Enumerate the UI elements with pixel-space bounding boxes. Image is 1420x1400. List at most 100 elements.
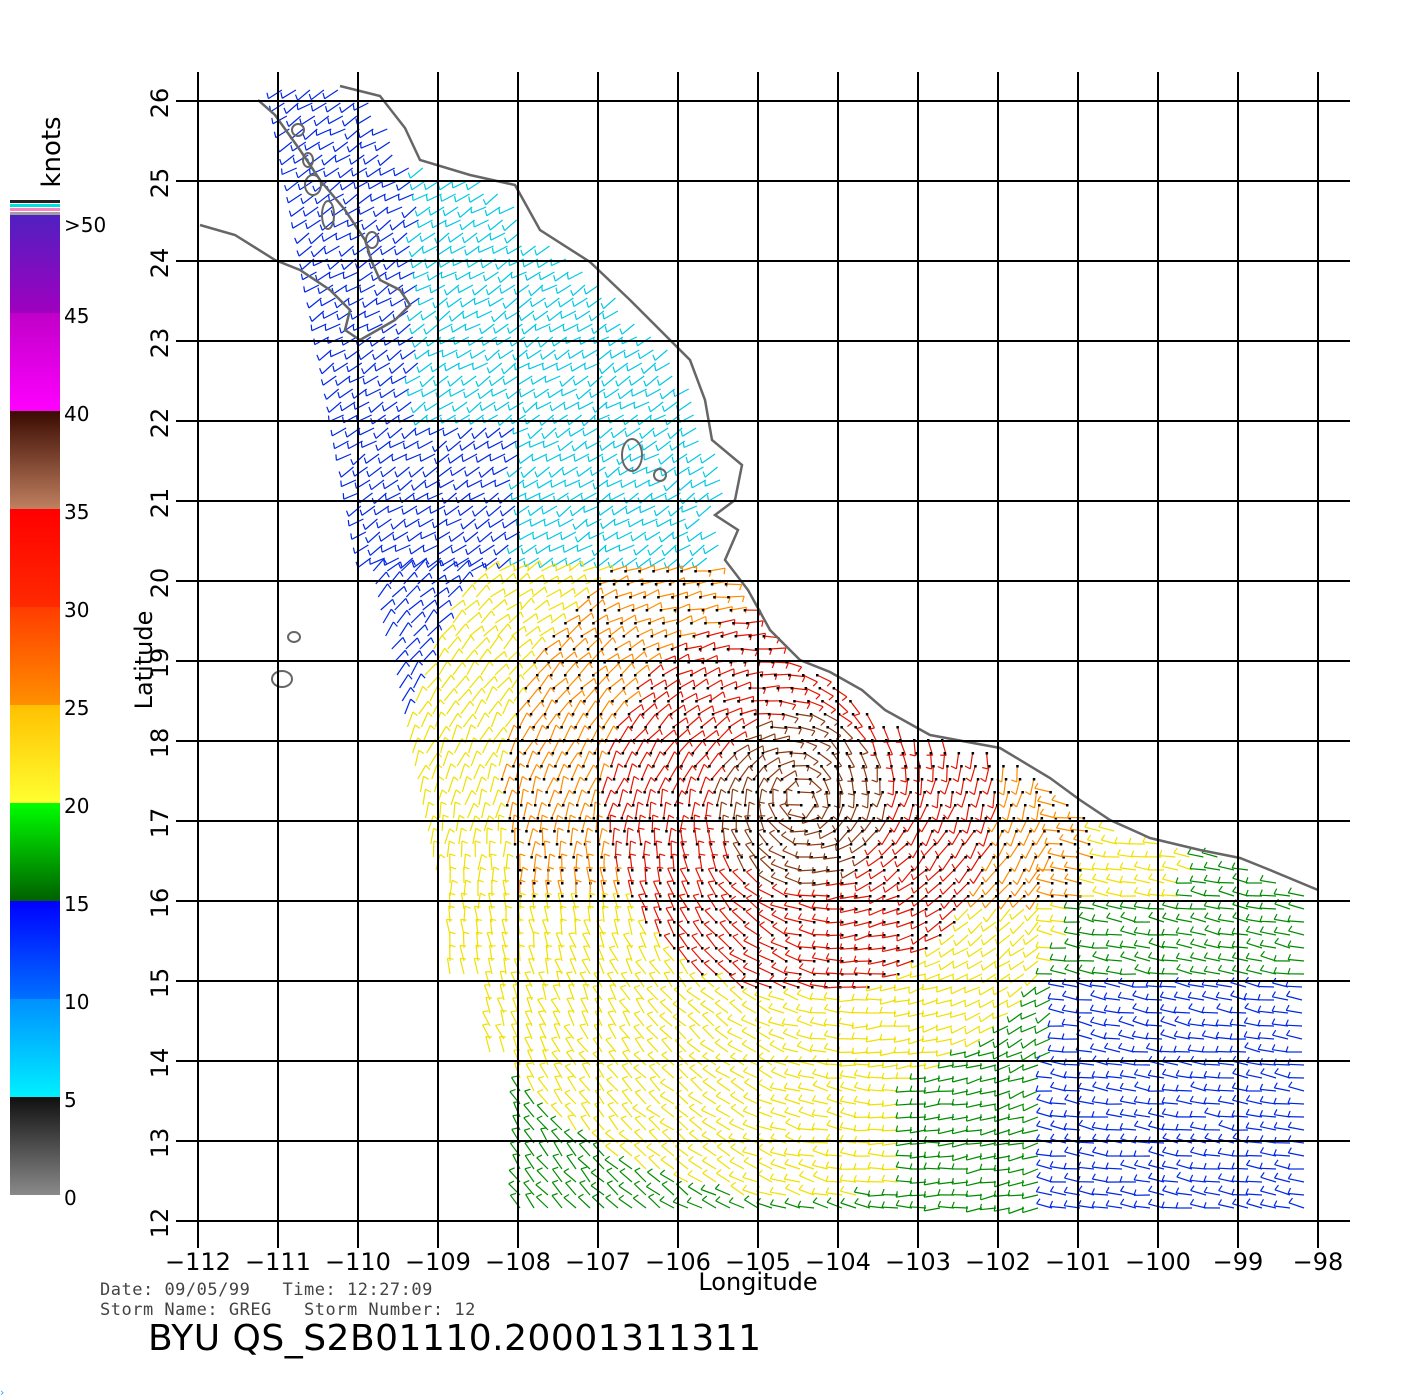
wind-barb-feather [588, 599, 592, 606]
wind-barb [700, 592, 716, 598]
wind-barb-feather [910, 865, 915, 871]
wind-barb [495, 802, 502, 819]
wind-barb-feather [763, 766, 768, 772]
wind-barb [563, 725, 572, 741]
rain-flag-dot [954, 804, 957, 807]
wind-barb-feather [451, 181, 454, 188]
rain-flag-dot [987, 830, 990, 833]
wind-barb [363, 219, 377, 231]
wind-barb [926, 947, 941, 958]
wind-barb-feather [826, 746, 832, 752]
wind-barb-feather [341, 120, 346, 127]
wind-barb [728, 595, 745, 598]
wind-barb [1120, 906, 1137, 910]
wind-barb [641, 906, 647, 923]
rain-flag-dot [709, 700, 712, 703]
wind-barb [348, 297, 364, 306]
wind-barb-feather [1232, 886, 1237, 892]
wind-barb-feather [404, 650, 409, 656]
wind-barb [745, 897, 759, 910]
rain-flag-dot [791, 830, 794, 833]
wind-barb-feather [1173, 847, 1178, 854]
wind-barb-feather [529, 300, 533, 307]
wind-barb-feather [655, 444, 659, 451]
wind-barb [651, 628, 667, 637]
wind-barb [579, 802, 586, 819]
wind-barb [726, 707, 742, 715]
wind-barb [372, 558, 385, 572]
rain-flag-dot [726, 648, 730, 651]
wind-barb-feather [664, 679, 668, 686]
rain-flag-dot [641, 713, 645, 716]
wind-barb-feather [401, 508, 404, 515]
wind-barb [611, 349, 626, 359]
wind-barb [692, 921, 703, 936]
wind-barb [677, 401, 692, 412]
rain-flag-dot [575, 661, 578, 664]
wind-barb-feather [450, 326, 454, 333]
wind-barb [410, 167, 424, 179]
wind-barb [479, 531, 493, 543]
rain-flag-dot [648, 817, 652, 820]
wind-barb [778, 821, 793, 832]
wind-barb [571, 505, 586, 517]
wind-barb [325, 323, 341, 331]
wind-barb-feather [455, 700, 460, 706]
wind-barb-feather [741, 596, 745, 603]
wind-barb [391, 297, 406, 307]
rain-flag-dot [880, 856, 883, 859]
wind-barb-feather [1128, 837, 1132, 844]
wind-barb [1204, 905, 1221, 910]
wind-barb [385, 492, 401, 501]
wind-barb-feather [505, 392, 509, 399]
wind-barb-feather [582, 430, 585, 437]
wind-barb-feather [405, 661, 411, 667]
rain-flag-dot [754, 856, 757, 859]
wind-barb [823, 778, 831, 795]
rain-flag-dot [718, 674, 721, 677]
wind-barb [720, 895, 731, 910]
wind-barb-feather [318, 143, 321, 150]
wind-barb [584, 841, 588, 858]
wind-barb-feather [323, 247, 327, 255]
wind-barb [1147, 907, 1165, 910]
rain-flag-dot [869, 960, 872, 963]
wind-barb-feather [1133, 900, 1138, 907]
wind-barb [670, 505, 684, 517]
wind-barb [1053, 816, 1070, 819]
wind-barb-feather [607, 776, 613, 781]
wind-barb-feather [966, 950, 970, 957]
wind-barb-feather [571, 300, 575, 307]
rain-flag-dot [849, 700, 852, 703]
wind-barb [495, 479, 511, 488]
wind-barb-feather [732, 841, 740, 844]
wind-barb [639, 564, 655, 572]
wind-barb-feather [294, 237, 298, 244]
rain-flag-dot [656, 856, 659, 859]
wind-barb [953, 960, 969, 969]
rain-flag-dot [614, 648, 618, 651]
wind-barb [469, 625, 483, 637]
wind-barb-feather [589, 391, 592, 398]
wind-barb-feather [1259, 874, 1264, 881]
wind-barb [655, 765, 666, 780]
wind-barb-feather [1133, 926, 1138, 933]
rain-flag-dot [704, 674, 707, 677]
wind-barb-feather [739, 584, 743, 591]
wind-barb [540, 336, 554, 348]
wind-barb [1028, 869, 1039, 884]
rain-flag-dot [735, 830, 738, 833]
wind-barb [1218, 865, 1235, 871]
wind-barb [527, 349, 542, 360]
wind-barb [867, 791, 869, 809]
wind-barb [399, 479, 413, 491]
rain-flag-dot [929, 752, 933, 755]
wind-barb [625, 690, 640, 702]
wind-barb [1162, 904, 1179, 910]
wind-barb-feather [379, 391, 382, 398]
wind-barb [936, 804, 942, 821]
wind-barb [550, 661, 561, 676]
wind-barb-feather [666, 880, 674, 883]
wind-barb [746, 671, 763, 676]
wind-barb [1042, 856, 1050, 872]
